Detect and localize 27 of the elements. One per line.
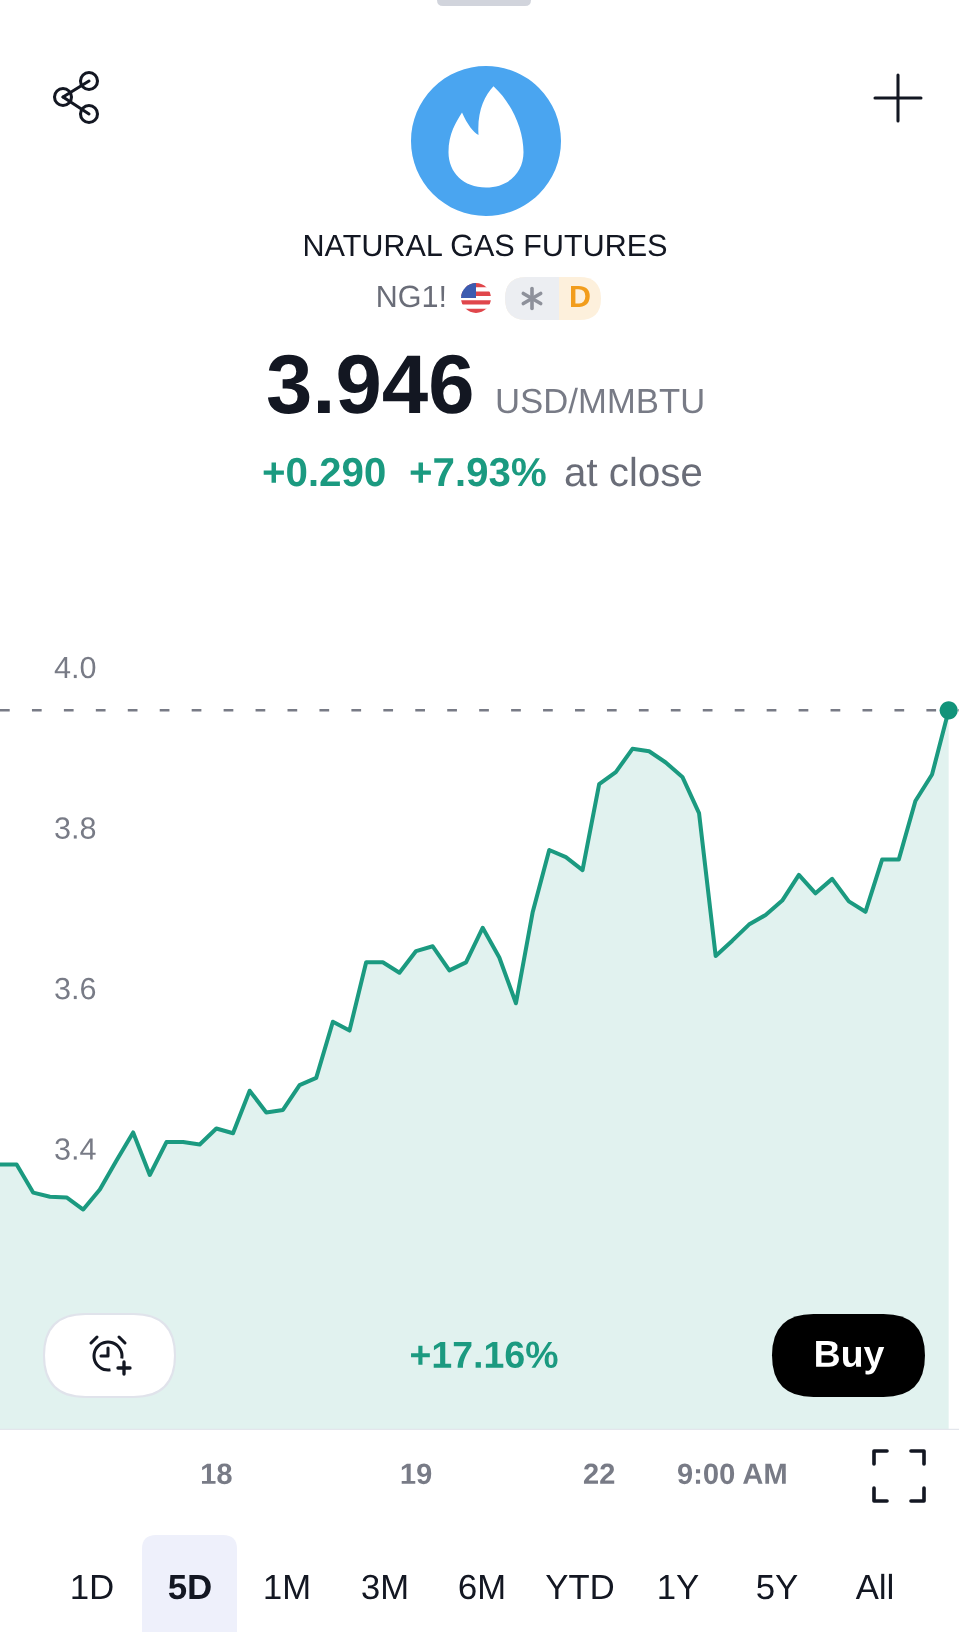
text: +0.290 xyxy=(263,457,385,487)
text: at close xyxy=(565,456,702,487)
annotation: Buy xyxy=(816,1340,885,1375)
chart-subtitle: NG1! xyxy=(378,285,445,308)
text: USD/MMBTU xyxy=(497,387,703,414)
text: 1D xyxy=(72,1575,113,1599)
y-tick-label: 3.4 xyxy=(55,1138,96,1160)
x-tick-label: 18 xyxy=(201,1463,232,1485)
x-tick-label: 9:00 AM xyxy=(677,1463,786,1485)
x-tick-label: 19 xyxy=(401,1463,432,1485)
text: D xyxy=(571,285,590,307)
chart-title: NATURAL GAS FUTURES xyxy=(305,234,667,257)
text: 1M xyxy=(265,1575,309,1599)
y-tick-label: 3.8 xyxy=(55,817,96,839)
text: 1Y xyxy=(659,1575,699,1599)
annotation: +17.16% xyxy=(411,1341,558,1369)
x-tick-label: 22 xyxy=(583,1463,615,1484)
text: All xyxy=(855,1573,892,1599)
text: 5Y xyxy=(757,1575,798,1600)
text: 3M xyxy=(362,1574,407,1600)
text: +7.93% xyxy=(410,457,546,487)
text: 5D xyxy=(168,1575,211,1600)
y-tick-label: 3.6 xyxy=(55,977,96,1000)
text: YTD xyxy=(546,1575,614,1599)
text: 6M xyxy=(459,1574,504,1600)
text: 3.946 xyxy=(267,354,472,414)
y-tick-label: 4.0 xyxy=(54,656,96,679)
